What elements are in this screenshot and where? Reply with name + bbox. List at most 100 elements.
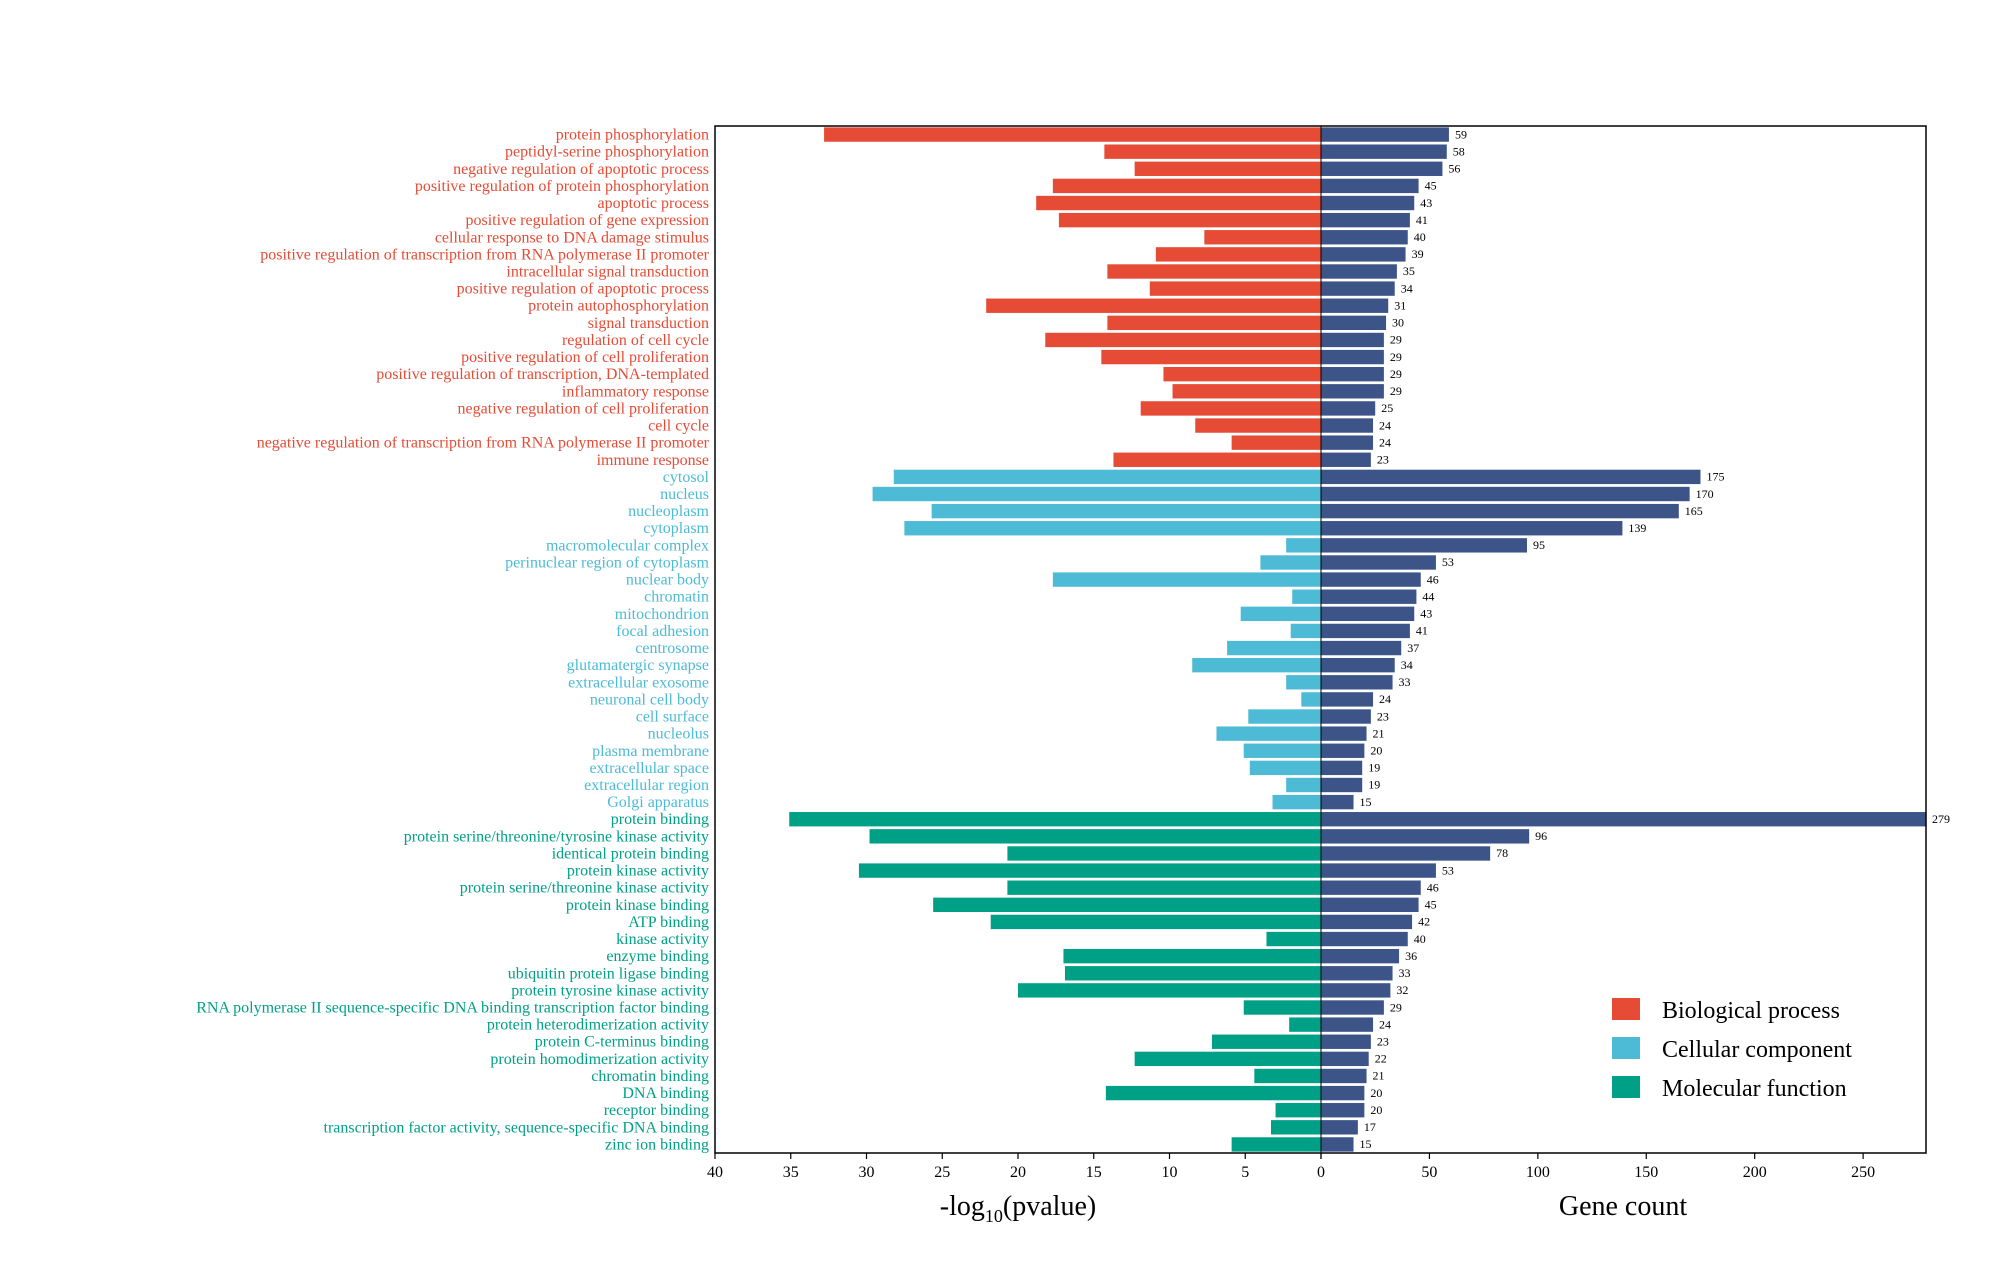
pvalue-bar [1248,709,1321,724]
gene-count-bar [1321,1085,1365,1101]
pvalue-bars [789,127,1321,1152]
term-label: DNA binding [622,1085,709,1102]
pvalue-bar [789,812,1321,827]
pvalue-bar [1216,726,1321,741]
count-label: 21 [1373,726,1385,740]
term-label: perinuclear region of cytoplasm [505,554,709,571]
pvalue-bar [1107,264,1321,279]
term-label: centrosome [635,640,709,657]
gene-count-bar [1321,521,1623,536]
term-label: receptor binding [604,1102,709,1119]
count-label: 96 [1535,829,1547,843]
gene-count-bar [1321,298,1389,313]
count-label: 43 [1420,196,1432,210]
pvalue-bar [1007,880,1321,895]
gene-count-bar [1321,948,1400,964]
gene-count-axis-ticks: 50 100 150 200 250 [1320,1153,1875,1181]
gene-count-bar [1321,1051,1369,1067]
term-label: nucleoplasm [628,503,709,520]
count-label: 41 [1416,624,1428,638]
pvalue-bar [893,469,1321,485]
term-label: protein autophosphorylation [528,298,709,315]
pvalue-bar [1286,675,1321,690]
pvalue-bar [1155,247,1321,262]
pvalue-bar [1172,384,1321,399]
term-label: positive regulation of transcription, DN… [376,366,709,383]
term-label: negative regulation of cell proliferatio… [458,400,709,417]
count-label: 23 [1377,453,1389,467]
pvalue-tick-label: 35 [783,1164,799,1181]
term-label: ATP binding [628,914,709,931]
gene-count-bar [1321,367,1384,382]
pvalue-bar [1064,966,1321,981]
pvalue-tick-label: 15 [1086,1164,1102,1181]
pvalue-bar [1243,1000,1321,1015]
pvalue-bar [1063,948,1321,964]
count-labels: 59 58 56 45 43 41 40 39 35 34 31 30 29 29 29 29 25 24 24 23… [1360,127,1950,1151]
pvalue-bar [1192,657,1321,673]
gene-count-bar [1321,743,1365,758]
count-label: 32 [1396,983,1408,997]
gene-count-bar [1321,538,1528,553]
gene-count-bar [1321,589,1417,604]
gene-count-bar [1321,469,1701,485]
term-label: identical protein binding [552,845,709,862]
term-label: negative regulation of apoptotic process [453,161,709,178]
gene-count-bar [1321,897,1419,912]
pvalue-bar [1271,1120,1321,1135]
count-label: 15 [1360,1137,1372,1151]
count-label: 29 [1390,333,1402,347]
pvalue-bar [1140,401,1321,416]
pvalue-bar [1149,281,1321,296]
count-label: 23 [1377,1034,1389,1048]
gene-count-bar [1321,914,1413,930]
pvalue-bar [824,127,1321,142]
pvalue-bar [1045,332,1321,348]
pvalue-tick-label: 0 [1317,1164,1325,1181]
count-label: 34 [1401,281,1413,295]
gene-count-bar [1321,264,1397,279]
term-label: extracellular region [584,777,709,794]
legend-label-molecular-function: Molecular function [1662,1076,1847,1102]
pvalue-bar [1105,1085,1321,1101]
gene-count-bar [1321,486,1690,502]
gene-count-tick-label: 200 [1743,1164,1767,1181]
pvalue-bar [1107,315,1321,331]
pvalue-bar [1292,589,1321,604]
count-label: 43 [1420,607,1432,621]
term-label: cellular response to DNA damage stimulus [435,229,709,246]
count-label: 22 [1375,1052,1387,1066]
term-label: apoptotic process [597,195,709,212]
pvalue-bar [1289,1017,1321,1032]
count-label: 45 [1425,179,1437,193]
count-label: 56 [1448,162,1460,176]
pvalue-bar [1204,230,1321,245]
gene-count-bar [1321,829,1530,844]
pvalue-bar [1052,572,1321,587]
term-label: zinc ion binding [605,1136,709,1153]
term-label: protein binding [611,811,709,828]
pvalue-bar [1211,1034,1321,1049]
pvalue-bar [1036,195,1321,211]
term-label: protein tyrosine kinase activity [511,982,709,999]
pvalue-axis-ticks: 40 35 30 25 20 15 10 5 0 [707,1153,1325,1181]
gene-count-bar [1321,1103,1365,1118]
gene-count-bar [1321,726,1367,741]
term-label: protein phosphorylation [556,127,709,144]
legend-label-biological-process: Biological process [1662,998,1840,1024]
gene-count-bar [1321,230,1408,245]
count-label: 59 [1455,127,1467,141]
pvalue-tick-label: 30 [859,1164,875,1181]
term-label: protein C-terminus binding [535,1034,709,1051]
term-label: protein heterodimerization activity [487,1017,709,1034]
count-label: 279 [1932,812,1950,826]
pvalue-bar [1018,983,1321,998]
gene-count-bar [1321,863,1436,878]
pvalue-bar [904,521,1321,536]
count-label: 175 [1706,470,1724,484]
gene-count-bar [1321,503,1679,519]
pvalue-bar [1231,1137,1321,1152]
pvalue-bar [872,486,1321,502]
gene-count-bar [1321,452,1371,467]
gene-count-bar [1321,675,1393,690]
